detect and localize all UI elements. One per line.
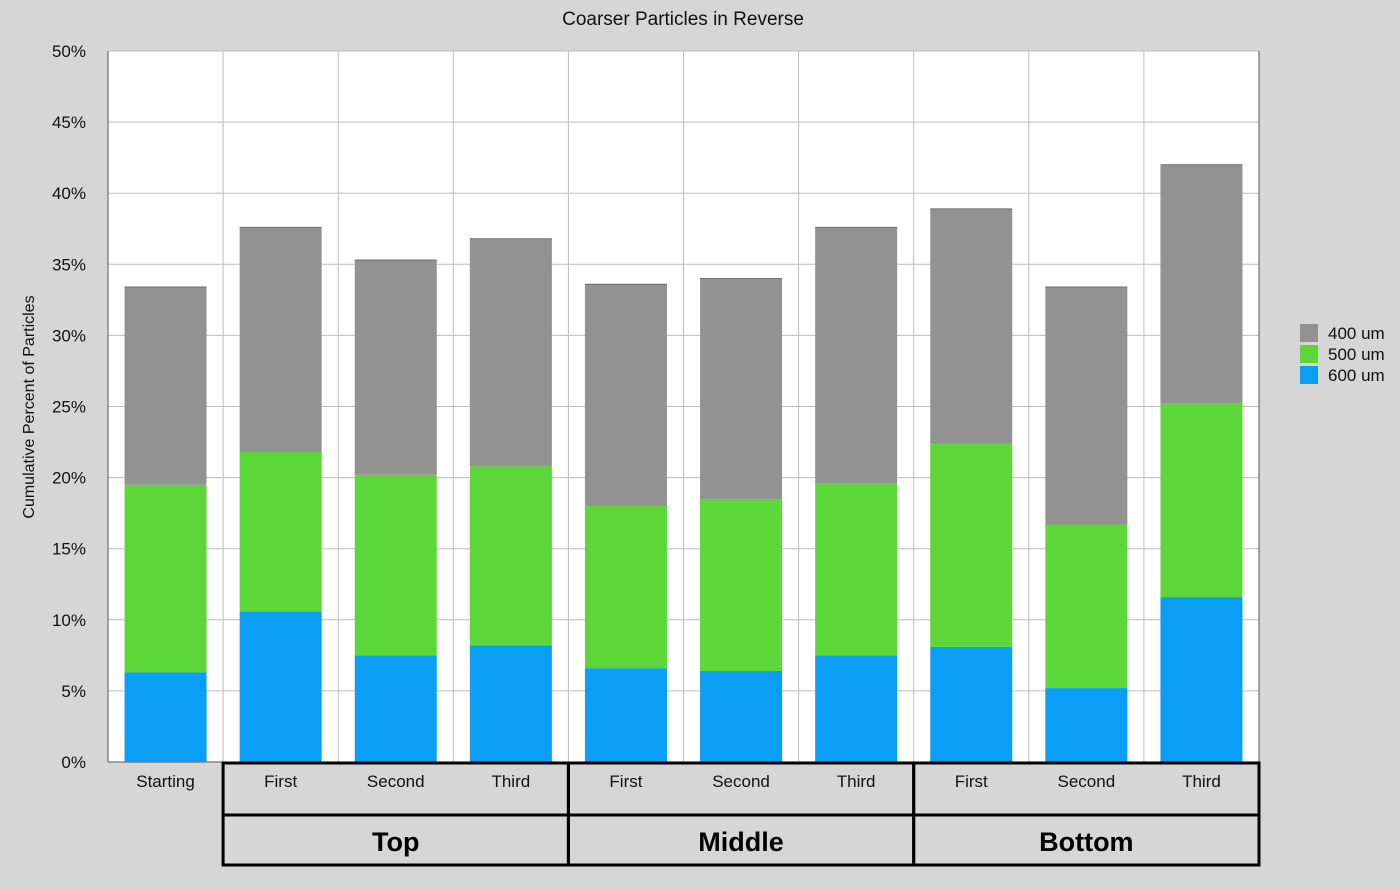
bar-segment-400-um: [584, 284, 667, 507]
bar-segment-600-um: [239, 611, 322, 762]
legend-label: 500 um: [1328, 345, 1385, 364]
y-tick-label: 50%: [52, 42, 86, 61]
chart-title: Coarser Particles in Reverse: [562, 9, 804, 30]
bar-segment-600-um: [815, 655, 898, 762]
y-tick-label: 0%: [61, 753, 86, 772]
y-tick-label: 10%: [52, 611, 86, 630]
group-label: Top: [372, 827, 419, 857]
x-tick-label: First: [955, 772, 988, 791]
x-tick-label: Second: [1058, 772, 1116, 791]
bar-segment-500-um: [1045, 524, 1128, 689]
bar-segment-400-um: [700, 278, 783, 499]
bar-segment-600-um: [354, 655, 437, 762]
bar-segment-400-um: [239, 227, 322, 453]
bar-segment-500-um: [815, 483, 898, 656]
bar-segment-400-um: [1045, 287, 1128, 525]
y-tick-label: 15%: [52, 540, 86, 559]
y-tick-label: 5%: [61, 682, 86, 701]
legend-label: 400 um: [1328, 324, 1385, 343]
y-tick-label: 45%: [52, 113, 86, 132]
y-tick-label: 30%: [52, 326, 86, 345]
bar-segment-600-um: [1045, 688, 1128, 762]
bar-segment-600-um: [700, 670, 783, 762]
bar-segment-500-um: [469, 466, 552, 646]
group-label: Middle: [698, 827, 784, 857]
bar-segment-500-um: [930, 443, 1013, 647]
bar-segment-600-um: [930, 646, 1013, 762]
x-tick-label: Third: [491, 772, 530, 791]
bar-segment-600-um: [584, 668, 667, 762]
y-tick-label: 35%: [52, 255, 86, 274]
bar-segment-400-um: [469, 238, 552, 467]
bar-segment-400-um: [815, 227, 898, 484]
y-tick-label: 25%: [52, 398, 86, 417]
bar-segment-500-um: [700, 498, 783, 671]
x-tick-label: Second: [367, 772, 425, 791]
bar-segment-600-um: [124, 672, 207, 762]
legend-swatch: [1300, 324, 1318, 342]
bar-segment-400-um: [1160, 164, 1243, 404]
plot-area: 0% 5% 10% 15% 20% 25% 30% 35% 40% 45% 50% Starting F…: [52, 42, 1261, 867]
group-label: Bottom: [1039, 827, 1133, 857]
bar-segment-600-um: [1160, 597, 1243, 762]
bar-segment-600-um: [469, 645, 552, 762]
x-tick-label: Starting: [136, 772, 195, 791]
y-axis-label: Cumulative Percent of Particles: [21, 295, 38, 518]
bar-segment-400-um: [930, 208, 1013, 444]
bar-segment-400-um: [124, 287, 207, 485]
bar-segment-500-um: [584, 506, 667, 669]
y-tick-label: 20%: [52, 469, 86, 488]
y-tick-label: 40%: [52, 184, 86, 203]
x-tick-label: First: [264, 772, 297, 791]
legend-label: 600 um: [1328, 366, 1385, 385]
legend: 400 um 500 um 600 um: [1300, 324, 1385, 385]
bar-segment-500-um: [354, 474, 437, 656]
bar-segment-500-um: [124, 484, 207, 673]
bar-segment-400-um: [354, 260, 437, 475]
x-tick-label: Third: [1182, 772, 1221, 791]
legend-swatch: [1300, 345, 1318, 363]
x-tick-label: First: [609, 772, 642, 791]
legend-swatch: [1300, 366, 1318, 384]
x-tick-label: Third: [837, 772, 876, 791]
x-tick-label: Second: [712, 772, 770, 791]
bar-segment-500-um: [239, 452, 322, 612]
group-label-box: [912, 813, 1261, 867]
bar-segment-500-um: [1160, 403, 1243, 598]
